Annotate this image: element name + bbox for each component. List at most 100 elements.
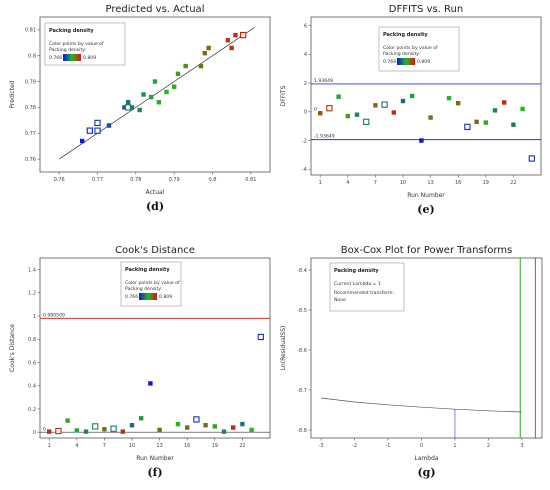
data-point bbox=[326, 105, 333, 112]
legend-line2: Packing density: bbox=[125, 286, 163, 292]
y-tick-label: 0.2 bbox=[28, 407, 36, 413]
data-point bbox=[511, 122, 516, 127]
legend-title: Packing density bbox=[49, 28, 94, 34]
data-point bbox=[528, 155, 535, 162]
data-point bbox=[183, 63, 188, 69]
x-tick-label: 0.76 bbox=[54, 177, 65, 183]
limit-label: -1.93649 bbox=[314, 134, 335, 140]
data-point bbox=[229, 45, 234, 51]
legend-current-lambda: Current Lambda = 1 bbox=[334, 281, 381, 287]
data-point bbox=[65, 418, 70, 423]
legend-line1: Color points by value of bbox=[49, 41, 104, 47]
data-point bbox=[193, 416, 200, 423]
y-tick-label: -8.8 bbox=[297, 428, 307, 434]
data-point bbox=[122, 105, 127, 110]
data-point bbox=[225, 38, 231, 43]
legend-color-bar bbox=[397, 58, 415, 65]
data-point bbox=[47, 429, 52, 434]
reference-line bbox=[58, 27, 255, 160]
legend-low-value: 0.766 bbox=[49, 55, 62, 61]
data-point bbox=[446, 95, 452, 101]
legend-low-value: 0.766 bbox=[125, 294, 138, 300]
panel-g: Box-Cox Plot for Power Transforms -3 -2 -1 0… bbox=[280, 245, 543, 479]
panel-letter: (f) bbox=[147, 466, 162, 479]
x-axis-label: Lambda bbox=[414, 455, 438, 462]
data-point bbox=[148, 381, 153, 386]
legend-box bbox=[329, 262, 405, 312]
data-point bbox=[221, 429, 227, 434]
x-axis-label: Run Number bbox=[407, 192, 445, 199]
data-point bbox=[419, 138, 424, 143]
data-point bbox=[206, 45, 211, 51]
x-tick-label: 0.81 bbox=[245, 177, 256, 183]
x-tick-label: 16 bbox=[455, 180, 461, 186]
data-point bbox=[94, 119, 101, 127]
legend-color-bar bbox=[139, 293, 157, 300]
data-point bbox=[257, 333, 264, 341]
x-tick-label: 0.78 bbox=[130, 177, 141, 183]
data-point bbox=[129, 105, 135, 110]
data-point bbox=[520, 106, 525, 112]
data-point bbox=[141, 92, 146, 97]
data-point bbox=[83, 429, 89, 434]
x-tick-label: 13 bbox=[156, 443, 162, 449]
legend-color-bar bbox=[63, 54, 81, 61]
y-tick-label: -8.7 bbox=[297, 388, 307, 394]
x-tick-label: 10 bbox=[129, 443, 135, 449]
chart-title: DFFITS vs. Run bbox=[389, 4, 463, 15]
data-point bbox=[106, 123, 112, 128]
legend-recommended: Recommended transform: bbox=[334, 290, 394, 296]
y-tick-label: -8.6 bbox=[297, 348, 307, 354]
data-point bbox=[202, 50, 208, 56]
x-tick-label: 4 bbox=[75, 443, 78, 449]
x-tick-label: 22 bbox=[510, 180, 516, 186]
data-point bbox=[171, 84, 177, 89]
data-point bbox=[125, 100, 131, 105]
data-point bbox=[79, 138, 85, 144]
legend-high-value: 0.809 bbox=[159, 294, 172, 300]
panel-letter: (e) bbox=[417, 203, 434, 216]
x-tick-label: 16 bbox=[184, 443, 190, 449]
legend-high-value: 0.809 bbox=[83, 55, 96, 61]
y-axis-label: Predicted bbox=[9, 80, 16, 108]
data-point bbox=[164, 89, 169, 95]
data-point bbox=[94, 127, 101, 134]
x-tick-label: 0.77 bbox=[92, 177, 103, 183]
chart-title: Cook's Distance bbox=[115, 245, 195, 256]
data-point bbox=[363, 118, 370, 126]
data-point bbox=[148, 94, 154, 100]
x-tick-label: 0.79 bbox=[169, 177, 180, 183]
x-tick-label: 1 bbox=[48, 443, 51, 449]
data-point bbox=[373, 103, 378, 108]
legend-box bbox=[44, 22, 126, 66]
data-point bbox=[139, 416, 144, 421]
data-point bbox=[137, 107, 142, 113]
y-tick-label: 0.76 bbox=[25, 157, 36, 163]
legend-line1: Color points by value of bbox=[125, 280, 180, 286]
x-tick-label: 0.8 bbox=[209, 177, 217, 183]
data-point bbox=[231, 425, 236, 430]
zero-label: 0 bbox=[43, 427, 46, 433]
y-tick-label: 0.81 bbox=[25, 28, 36, 34]
x-axis-label: Actual bbox=[146, 189, 165, 196]
x-tick-label: 1 bbox=[453, 443, 456, 449]
panel-letter: (d) bbox=[146, 200, 164, 213]
y-tick-label: 6 bbox=[304, 23, 307, 29]
data-point bbox=[203, 423, 208, 428]
y-tick-label: 1.4 bbox=[28, 267, 36, 273]
x-tick-label: 19 bbox=[483, 180, 489, 186]
data-point bbox=[381, 101, 388, 108]
data-point bbox=[483, 120, 488, 125]
data-point bbox=[198, 63, 204, 69]
data-point bbox=[185, 425, 190, 430]
x-tick-label: 3 bbox=[520, 443, 523, 449]
data-point bbox=[249, 427, 254, 433]
data-point bbox=[233, 32, 238, 38]
data-point bbox=[492, 108, 498, 113]
y-tick-label: 0.6 bbox=[28, 360, 36, 366]
x-tick-label: 7 bbox=[103, 443, 106, 449]
y-tick-label: 1 bbox=[33, 314, 36, 320]
